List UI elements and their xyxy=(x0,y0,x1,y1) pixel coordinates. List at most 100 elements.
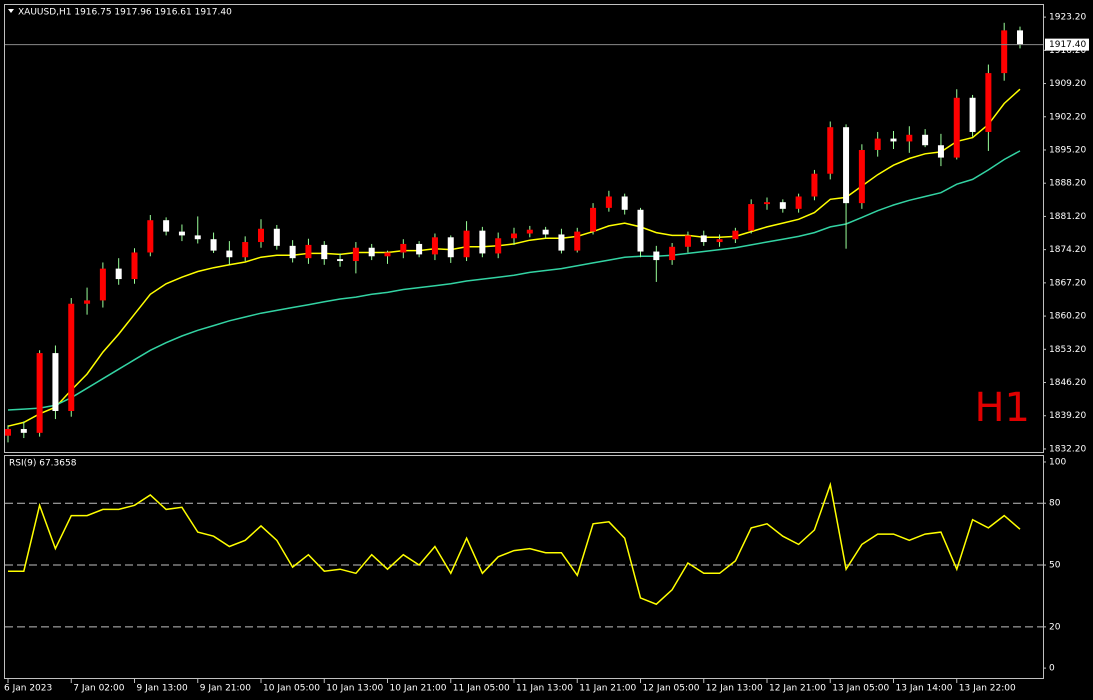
candle-body xyxy=(764,202,770,205)
candle-body xyxy=(526,229,533,234)
y-tick-label: 1916.20 xyxy=(1049,46,1086,56)
candle-body xyxy=(621,196,628,210)
candle-body xyxy=(1001,30,1008,74)
candle-body xyxy=(416,243,423,255)
x-tick-label: 10 Jan 05:00 xyxy=(263,684,320,694)
y-tick-label: 1832.20 xyxy=(1049,444,1086,454)
price-pane-border xyxy=(4,4,1044,453)
candle-body xyxy=(226,250,233,258)
candle-body xyxy=(68,303,75,411)
y-tick-label: 1860.20 xyxy=(1049,312,1086,322)
y-tick-label: 0 xyxy=(1049,664,1055,674)
candle-body xyxy=(194,235,201,240)
y-tick-label: 1909.20 xyxy=(1049,79,1086,89)
candle-body xyxy=(574,231,581,251)
x-tick-label: 11 Jan 21:00 xyxy=(579,684,636,694)
x-tick-label: 10 Jan 21:00 xyxy=(390,684,447,694)
x-tick-label: 11 Jan 05:00 xyxy=(453,684,510,694)
y-tick-label: 1888.20 xyxy=(1049,179,1086,189)
candle-body xyxy=(321,244,328,260)
candle-body xyxy=(431,237,438,255)
y-tick-label: 1846.20 xyxy=(1049,378,1086,388)
candle-body xyxy=(163,220,170,232)
candle-body xyxy=(843,127,850,204)
x-tick-label: 6 Jan 2023 xyxy=(4,684,52,694)
candle-body xyxy=(1017,30,1023,45)
candle-body xyxy=(558,234,565,251)
x-tick-label: 9 Jan 13:00 xyxy=(137,684,189,694)
candle-body xyxy=(969,97,976,132)
candle-body xyxy=(368,247,375,257)
candle-body xyxy=(985,73,992,132)
candle-body xyxy=(874,138,881,150)
candle-body xyxy=(242,242,249,258)
timeframe-label: H1 xyxy=(974,385,1030,431)
candle-body xyxy=(732,230,739,240)
candle-body xyxy=(922,134,929,146)
candle-body xyxy=(20,429,27,433)
x-tick-label: 13 Jan 05:00 xyxy=(832,684,889,694)
candle-body xyxy=(953,97,960,158)
candle-body xyxy=(147,220,154,253)
candle-body xyxy=(210,239,217,251)
x-tick-label: 13 Jan 22:00 xyxy=(959,684,1016,694)
x-tick-label: 9 Jan 21:00 xyxy=(200,684,252,694)
candle-body xyxy=(795,196,802,209)
candle-body xyxy=(305,244,312,259)
candle-body xyxy=(605,196,612,208)
y-tick-label: 1874.20 xyxy=(1049,245,1086,255)
y-tick-label: 1853.20 xyxy=(1049,345,1086,355)
price-header: XAUUSD,H1 1916.75 1917.96 1916.61 1917.4… xyxy=(18,8,232,18)
y-tick-label: 1881.20 xyxy=(1049,212,1086,222)
indicator-line xyxy=(8,481,1021,606)
candle-body xyxy=(36,353,43,433)
current-price-box xyxy=(1045,38,1089,51)
candle-body xyxy=(653,251,660,261)
x-tick-label: 13 Jan 14:00 xyxy=(896,684,953,694)
candle-body xyxy=(115,268,122,280)
candle-body xyxy=(447,237,454,258)
candle-body xyxy=(273,228,280,246)
candle-body xyxy=(479,230,486,254)
y-tick-label: 1895.20 xyxy=(1049,145,1086,155)
candle-body xyxy=(542,229,549,235)
x-tick-label: 12 Jan 21:00 xyxy=(769,684,826,694)
candle-body xyxy=(5,429,11,436)
candle-body xyxy=(937,145,944,158)
y-tick-label: 80 xyxy=(1049,499,1061,509)
candle-body xyxy=(827,127,834,174)
candle-body xyxy=(178,231,185,236)
current-price-label: 1917.40 xyxy=(1049,40,1086,50)
candle-body xyxy=(716,239,723,243)
candle-body xyxy=(84,300,91,304)
x-tick-label: 10 Jan 13:00 xyxy=(326,684,383,694)
candle-body xyxy=(463,230,470,258)
candle-body xyxy=(684,235,691,247)
y-tick-label: 1923.20 xyxy=(1049,13,1086,23)
candle-body xyxy=(400,243,407,253)
candle-body xyxy=(352,247,359,262)
x-tick-label: 11 Jan 13:00 xyxy=(516,684,573,694)
y-tick-label: 1867.20 xyxy=(1049,278,1086,288)
y-tick-label: 20 xyxy=(1049,622,1061,632)
x-tick-label: 7 Jan 02:00 xyxy=(73,684,125,694)
candle-body xyxy=(906,134,913,142)
candle-body xyxy=(511,233,517,239)
candle-body xyxy=(637,209,644,252)
candle-body xyxy=(384,252,391,257)
x-tick-label: 12 Jan 13:00 xyxy=(706,684,763,694)
candle-body xyxy=(289,245,296,259)
candle-body xyxy=(811,173,818,197)
candle-body xyxy=(258,228,264,243)
candle-body xyxy=(669,246,676,261)
y-tick-label: 50 xyxy=(1049,561,1061,571)
menu-arrow[interactable] xyxy=(8,9,14,13)
y-tick-label: 1902.20 xyxy=(1049,112,1086,122)
x-tick-label: 12 Jan 05:00 xyxy=(643,684,700,694)
y-tick-label: 100 xyxy=(1049,457,1066,467)
candle-body xyxy=(779,202,786,209)
candle-body xyxy=(52,353,59,411)
